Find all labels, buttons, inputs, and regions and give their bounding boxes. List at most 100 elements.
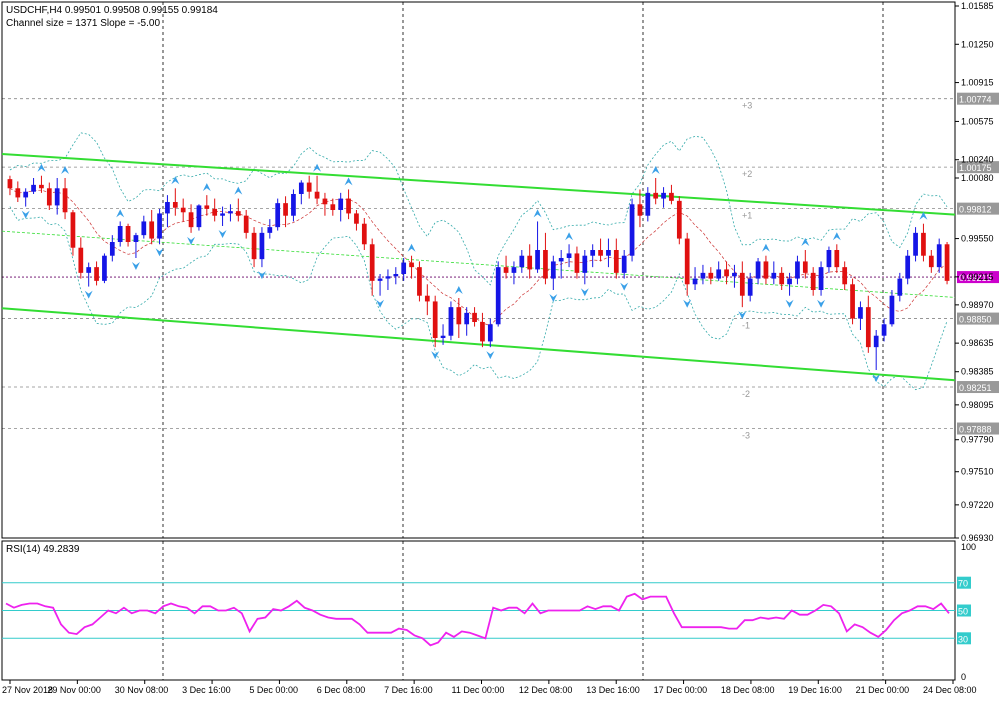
time-axis-label: 29 Nov 00:00 [47,685,101,695]
candle-body [102,255,107,281]
candle-body [133,235,139,242]
price-axis-label: 0.97790 [961,435,994,445]
candle-body [330,204,336,210]
candle-body [921,232,926,256]
candle-body [78,247,84,273]
price-axis-label: 0.98095 [961,400,994,410]
candle-body [865,307,871,348]
candle-body [15,188,21,198]
rsi-level-label: 50 [958,607,968,617]
candle-body [621,255,627,273]
candle-body [873,335,879,348]
std-deviation-label: +2 [742,169,752,179]
candle-body [377,278,383,281]
time-axis-label: 21 Dec 00:00 [856,685,910,695]
price-level-label: 0.99812 [959,205,992,215]
candle-body [724,269,729,277]
time-axis-label: 12 Dec 08:00 [519,685,573,695]
candle-body [905,255,911,279]
candle-body [936,244,942,268]
rsi-level-label-bg [957,576,971,589]
candle-body [928,255,934,268]
price-axis-label: 0.98635 [961,338,994,348]
fractal-down-arrow [431,351,440,360]
candle-body [897,278,903,296]
candle-body [401,262,407,274]
candle-body [779,272,785,285]
price-axis-label: 0.98970 [961,300,994,310]
candle-body [291,194,296,216]
candle-body [109,242,115,256]
price-axis-label: 1.00080 [961,173,994,183]
candle-body [889,295,895,325]
price-axis-label: 0.97510 [961,467,994,477]
fractal-down-arrow [84,290,93,299]
candle-body [480,322,485,342]
price-axis-label: 0.99215 [961,272,994,282]
price-level-label: 0.99213 [959,273,992,283]
candle-body [669,192,674,201]
candle-body [212,208,218,216]
rsi-line [5,592,950,647]
candle-body [251,232,257,260]
candle-body [684,238,690,285]
price-level-label: 0.97888 [959,425,992,435]
rsi-panel: 70 50 30 100 0 [2,542,976,682]
fractal-down-arrow [738,311,747,320]
candle-body [637,204,643,216]
price-level-label-bg [957,92,999,105]
candle-body [283,203,288,216]
rsi-level-label: 70 [958,579,968,589]
fractal-up-arrow [533,209,542,218]
price-level-label: 0.98850 [959,315,992,325]
fractal-down-arrow [872,374,881,382]
panel-frames [1,1,956,681]
fractal-down-arrow [187,236,196,245]
candle-body [519,255,525,268]
candle-body [795,261,800,279]
candle-body [220,213,225,216]
candle-body [763,261,769,279]
price-level-label-bg [957,202,999,215]
chart-header-symbol: USDCHF,H4 0.99501 0.99508 0.99155 0.9918… [6,5,218,16]
price-axis-label: 1.01250 [961,39,994,49]
rsi-axis-label: 0 [961,672,966,682]
channel-upper-line [1,153,956,216]
fractal-up-arrow [565,232,574,241]
fractal-up-arrow [234,186,243,195]
fractal-up-arrow [651,166,660,174]
price-level-label-bg [957,161,999,174]
candle-body [235,211,241,216]
candle-body [180,207,186,213]
price-level-label: 0.98251 [959,383,992,393]
candle-body [834,250,840,268]
std-deviation-label: -3 [742,431,750,441]
time-axis-label: 13 Dec 16:00 [586,685,640,695]
candle-body [550,261,556,279]
candle-body [732,272,737,277]
candle-body [755,261,761,279]
fractal-down-arrow [683,299,692,308]
candle-body [708,272,714,279]
candle-body [228,211,233,214]
candle-body [440,335,446,338]
candle-body [692,278,698,285]
candle-body [472,312,477,322]
candle-body [157,213,162,239]
fractal-up-arrow [832,232,841,241]
time-axis-label: 18 Dec 08:00 [721,685,775,695]
candle-body [369,244,375,281]
time-axis-label: 5 Dec 00:00 [249,685,298,695]
candle-body [188,212,194,228]
candle-body [46,188,52,206]
candle-body [314,191,320,199]
grid [2,2,955,680]
candle-body [606,250,611,256]
fractal-up-arrow [407,243,416,252]
candle-body [306,182,312,192]
candle-body [661,192,666,199]
candle-body [432,301,438,338]
candle-body [298,182,304,194]
candle-body [527,255,533,270]
